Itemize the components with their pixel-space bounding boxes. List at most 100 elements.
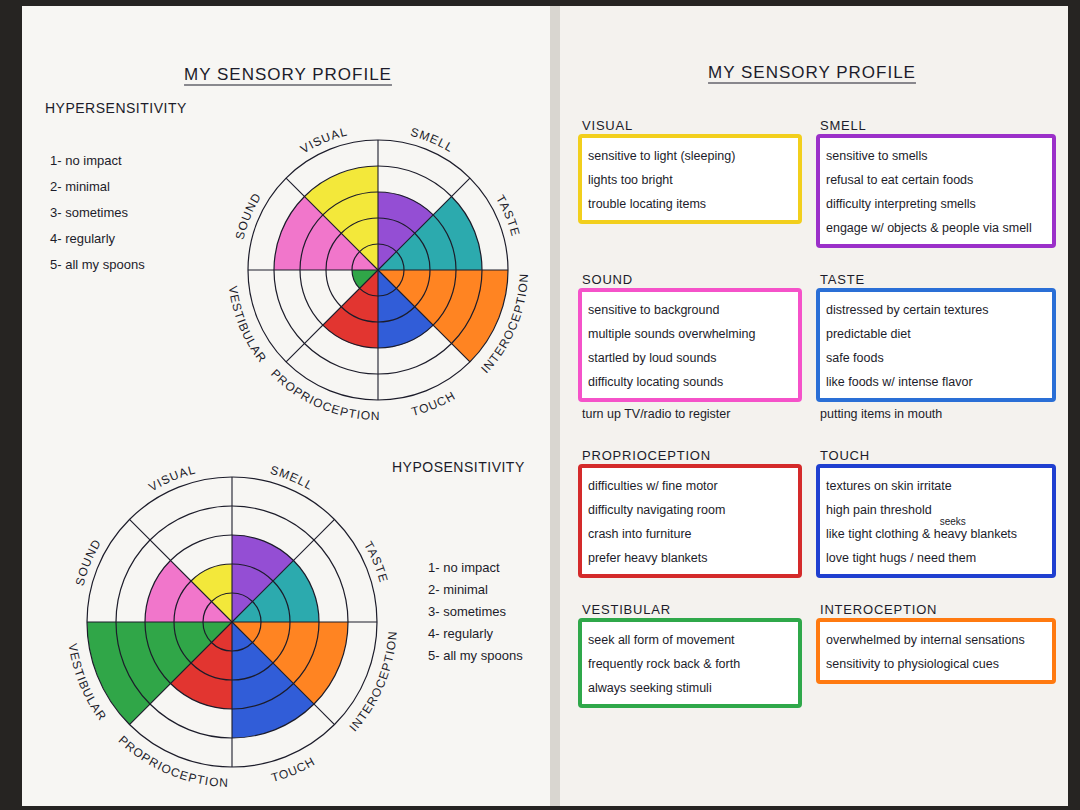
category-label: INTEROCEPTION (478, 272, 531, 376)
rings (87, 477, 377, 767)
category-label-path: PROPRIOCEPTION (116, 733, 229, 790)
scale-key: 5- all my spoons (428, 648, 523, 663)
box-frame (818, 466, 1054, 576)
spoke (87, 621, 232, 622)
category-label: TASTE (361, 539, 391, 585)
page-canvas: MY SENSORY PROFILEMY SENSORY PROFILEVISU… (0, 0, 1080, 810)
title-underline (184, 84, 392, 85)
ring (248, 140, 508, 400)
sector (378, 270, 433, 348)
polar-chart (87, 477, 377, 767)
box-item: multiple sounds overwhelming (588, 327, 755, 341)
spoke (232, 621, 377, 622)
category-label-path: INTEROCEPTION (478, 272, 531, 376)
spoke (232, 519, 335, 622)
scale-key: 4- regularly (50, 231, 116, 246)
sector (323, 270, 378, 348)
category-label: SOUND (233, 190, 265, 241)
box-item: seek all form of movement (588, 633, 735, 647)
profile-box: TOUCHtextures on skin irritatehigh pain … (818, 448, 1054, 576)
category-label-path: TOUCH (270, 754, 318, 785)
profile-box: INTEROCEPTION overwhelmed by internal sen… (818, 602, 1054, 682)
profile-box: PROPRIOCEPTIONdifficulties w/ fine motor… (580, 448, 800, 576)
scale-key: 3- sometimes (428, 604, 507, 619)
notebook: MY SENSORY PROFILEMY SENSORY PROFILEVISU… (0, 0, 1080, 810)
box-item: lights too bright (588, 173, 673, 187)
background (0, 0, 1080, 810)
spine (550, 6, 560, 806)
box-item: always seeking stimuli (588, 681, 712, 695)
category-label-path: VESTIBULAR (66, 643, 110, 724)
spoke (378, 178, 470, 270)
sector (87, 622, 232, 725)
scale-key: 4- regularly (428, 626, 494, 641)
box-heading: VESTIBULAR (582, 602, 671, 617)
spoke (231, 477, 232, 622)
box-item: like foods w/ intense flavor (826, 375, 973, 389)
profile-box: TASTEdistressed by certain texturespredi… (818, 272, 1054, 421)
box-item: difficulty interpreting smells (826, 197, 976, 211)
category-label-path: TASTE (493, 193, 523, 239)
box-extra: turn up TV/radio to register (582, 407, 730, 421)
category-label-path: SMELL (409, 125, 456, 155)
sector (378, 196, 482, 270)
spoke (286, 270, 378, 362)
box-item: distressed by certain textures (826, 303, 989, 317)
category-label: INTEROCEPTION (347, 630, 400, 734)
box-item: difficulties w/ fine motor (588, 479, 718, 493)
spoke (377, 270, 378, 400)
category-label-path: TASTE (361, 539, 391, 585)
category-label: PROPRIOCEPTION (116, 733, 229, 790)
category-label: VESTIBULAR (226, 285, 270, 366)
category-label-path: VISUAL (146, 462, 197, 494)
profile-box: SOUNDsensitive to backgroundmultiple sou… (580, 272, 800, 421)
page-title: MY SENSORY PROFILE (184, 65, 392, 84)
box-frame (580, 620, 800, 706)
scale-key: 2- minimal (50, 179, 110, 194)
spoke (378, 270, 470, 362)
spoke (248, 269, 378, 270)
box-item: sensitivity to physiological cues (826, 657, 999, 671)
box-item: startled by loud sounds (588, 351, 717, 365)
spoke (232, 622, 335, 725)
category-label-path: SOUND (73, 536, 105, 587)
sector (232, 560, 319, 622)
sector (145, 560, 232, 622)
box-item: love tight hugs / need them (826, 551, 976, 565)
sector (274, 196, 378, 270)
category-label-path: SOUND (233, 190, 265, 241)
box-frame (818, 290, 1054, 400)
box-item: difficulty navigating room (588, 503, 725, 517)
scale-key: 1- no impact (428, 560, 500, 575)
category-label-path: SMELL (269, 463, 316, 493)
chart-title: HYPERSENSITIVITY (45, 100, 187, 116)
box-heading: SMELL (820, 118, 867, 133)
spoke (378, 269, 508, 270)
box-item: prefer heavy blankets (588, 551, 708, 565)
category-label: SOUND (73, 536, 105, 587)
spoke (129, 519, 232, 622)
category-label-path: VESTIBULAR (226, 285, 270, 366)
box-frame (818, 136, 1054, 246)
box-heading: TOUCH (820, 448, 870, 463)
left-page (22, 6, 554, 806)
spoke (231, 622, 232, 767)
box-heading: INTEROCEPTION (820, 602, 937, 617)
chart-title: HYPOSENSITIVITY (392, 459, 525, 475)
box-item: overwhelmed by internal sensations (826, 633, 1025, 647)
box-item: sensitive to smells (826, 149, 927, 163)
category-label: SMELL (409, 125, 456, 155)
category-label: TOUCH (270, 754, 318, 785)
category-label: PROPRIOCEPTION (268, 366, 381, 423)
box-item: difficulty locating sounds (588, 375, 723, 389)
category-label: VESTIBULAR (66, 643, 110, 724)
box-heading: SOUND (582, 272, 633, 287)
box-item: frequently rock back & forth (588, 657, 740, 671)
sector (232, 622, 314, 738)
box-frame (580, 136, 800, 222)
profile-box: VISUALsensitive to light (sleeping)light… (580, 118, 800, 222)
box-item: trouble locating items (588, 197, 706, 211)
category-label: VISUAL (298, 124, 349, 156)
box-frame (580, 290, 800, 400)
ring (87, 477, 377, 767)
